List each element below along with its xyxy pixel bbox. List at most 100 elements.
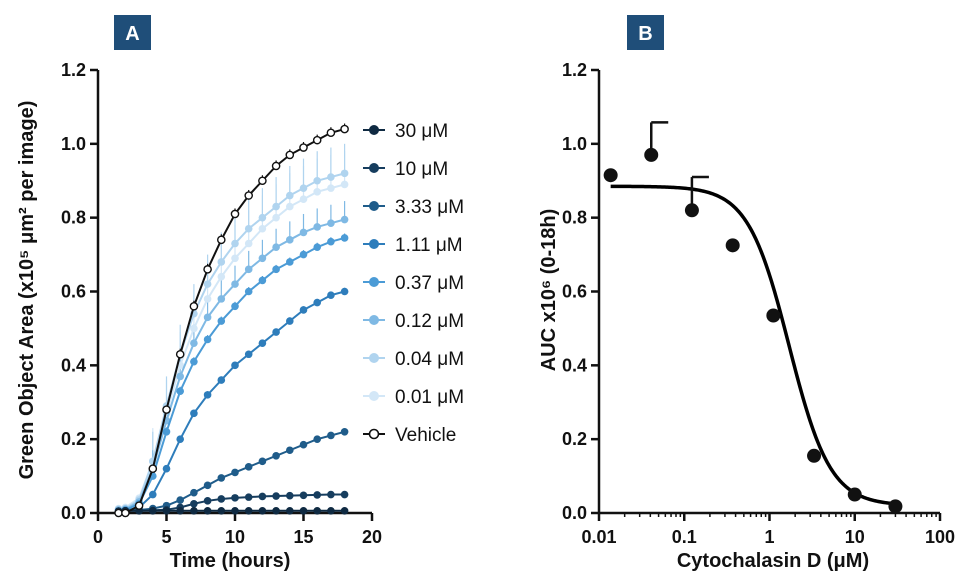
panel-b-axes: 0.0 0.2 0.4 0.6 0.8 1.0 1.2 0.01 0.1 1 10 100 — [562, 60, 955, 547]
data-point — [272, 265, 280, 274]
data-point — [231, 506, 239, 515]
data-point — [162, 427, 171, 436]
data-point — [299, 306, 308, 314]
data-point — [258, 506, 267, 515]
data-point — [244, 506, 253, 515]
data-point — [327, 184, 335, 192]
data-point — [231, 468, 239, 477]
panel-a-y-tick-label: 0.6 — [61, 282, 86, 302]
legend-label: Vehicle — [395, 425, 456, 446]
data-point — [340, 215, 349, 224]
legend-label: 0.37 μM — [395, 273, 464, 294]
panel-a-y-tick-label: 0.8 — [61, 208, 86, 228]
data-point — [190, 506, 198, 515]
data-point — [286, 491, 294, 500]
panel-b-x-tick-label: 0.1 — [672, 527, 697, 547]
data-point — [217, 295, 226, 303]
data-point — [313, 188, 322, 196]
panel-a-x-tick-label: 20 — [362, 527, 382, 547]
data-point — [299, 440, 308, 449]
legend-label: 0.04 μM — [395, 349, 464, 370]
data-point — [299, 143, 308, 152]
data-point — [313, 223, 322, 231]
data-point — [313, 506, 322, 515]
data-point — [258, 224, 267, 233]
panel-a-y-tick-label: 0.2 — [61, 429, 86, 449]
data-point — [258, 492, 267, 501]
data-point — [286, 202, 294, 211]
data-point — [327, 490, 335, 499]
data-point — [286, 258, 294, 266]
data-point — [603, 168, 618, 183]
data-point — [272, 213, 280, 222]
data-point — [149, 506, 157, 515]
data-point — [114, 508, 123, 518]
panel-b-label: B — [638, 23, 652, 45]
data-point — [121, 508, 130, 518]
panel-b-x-tick-label: 100 — [925, 527, 955, 547]
data-point — [327, 431, 335, 440]
panel-a-y-tick-label: 1.0 — [61, 134, 86, 154]
panel-b-y-axis-label: AUC x10⁶ (0-18h) — [538, 209, 560, 372]
data-point — [272, 243, 280, 251]
data-point — [299, 491, 308, 500]
panel-b-x-tick-label: 1 — [764, 527, 774, 547]
data-point — [203, 481, 212, 490]
data-point — [176, 496, 184, 504]
data-point — [189, 301, 199, 311]
data-point — [244, 287, 253, 296]
data-point — [190, 339, 198, 347]
panel-a-x-tick-label: 0 — [93, 527, 103, 547]
legend-marker — [369, 163, 379, 173]
panel-b-x-tick-label: 0.01 — [581, 527, 616, 547]
data-point — [244, 265, 253, 274]
data-point — [313, 491, 322, 499]
data-point — [203, 313, 212, 322]
legend-marker — [369, 125, 379, 135]
legend-marker — [369, 315, 379, 325]
data-point — [231, 280, 239, 288]
panel-a-label-box — [114, 15, 151, 50]
legend-marker — [368, 428, 380, 440]
data-point — [888, 499, 903, 514]
data-point — [162, 464, 171, 473]
data-point — [286, 236, 294, 244]
data-point — [725, 238, 740, 253]
data-point — [286, 506, 294, 515]
data-point — [340, 180, 349, 189]
data-point — [190, 488, 198, 497]
data-point — [244, 493, 253, 501]
data-point — [176, 506, 184, 515]
data-point — [327, 237, 335, 246]
data-point — [216, 235, 226, 245]
panel-b-y-tick-label: 0.8 — [562, 208, 587, 228]
data-point — [340, 234, 349, 242]
data-point — [231, 239, 239, 248]
data-point — [231, 361, 239, 370]
data-point — [271, 161, 281, 171]
data-point — [217, 317, 226, 325]
panel-a-label: A — [125, 23, 139, 45]
data-point — [340, 169, 349, 178]
data-point — [203, 265, 212, 274]
data-point — [766, 308, 781, 323]
data-point — [176, 372, 184, 381]
data-point — [258, 213, 267, 222]
panel-a-x-tick-label: 10 — [225, 527, 245, 547]
data-point — [299, 184, 308, 192]
data-point — [203, 280, 212, 288]
panel-a-y-tick-label: 0.0 — [61, 503, 86, 523]
panel-b: B 0.0 0.2 0.4 0.6 0.8 1.0 1.2 0.01 0.1 1 10 100 Cyt… — [538, 15, 955, 572]
data-point — [684, 203, 699, 218]
data-point — [299, 228, 308, 237]
data-point — [286, 317, 294, 325]
data-point — [327, 291, 335, 299]
data-point — [340, 427, 349, 436]
legend-marker — [369, 239, 379, 249]
panel-a-series — [114, 124, 349, 518]
panel-b-label-box — [627, 15, 664, 50]
data-point — [162, 405, 171, 414]
panel-a-y-tick-label: 1.2 — [61, 60, 86, 80]
data-point — [313, 435, 322, 443]
panel-a-x-tick-label: 15 — [293, 527, 313, 547]
